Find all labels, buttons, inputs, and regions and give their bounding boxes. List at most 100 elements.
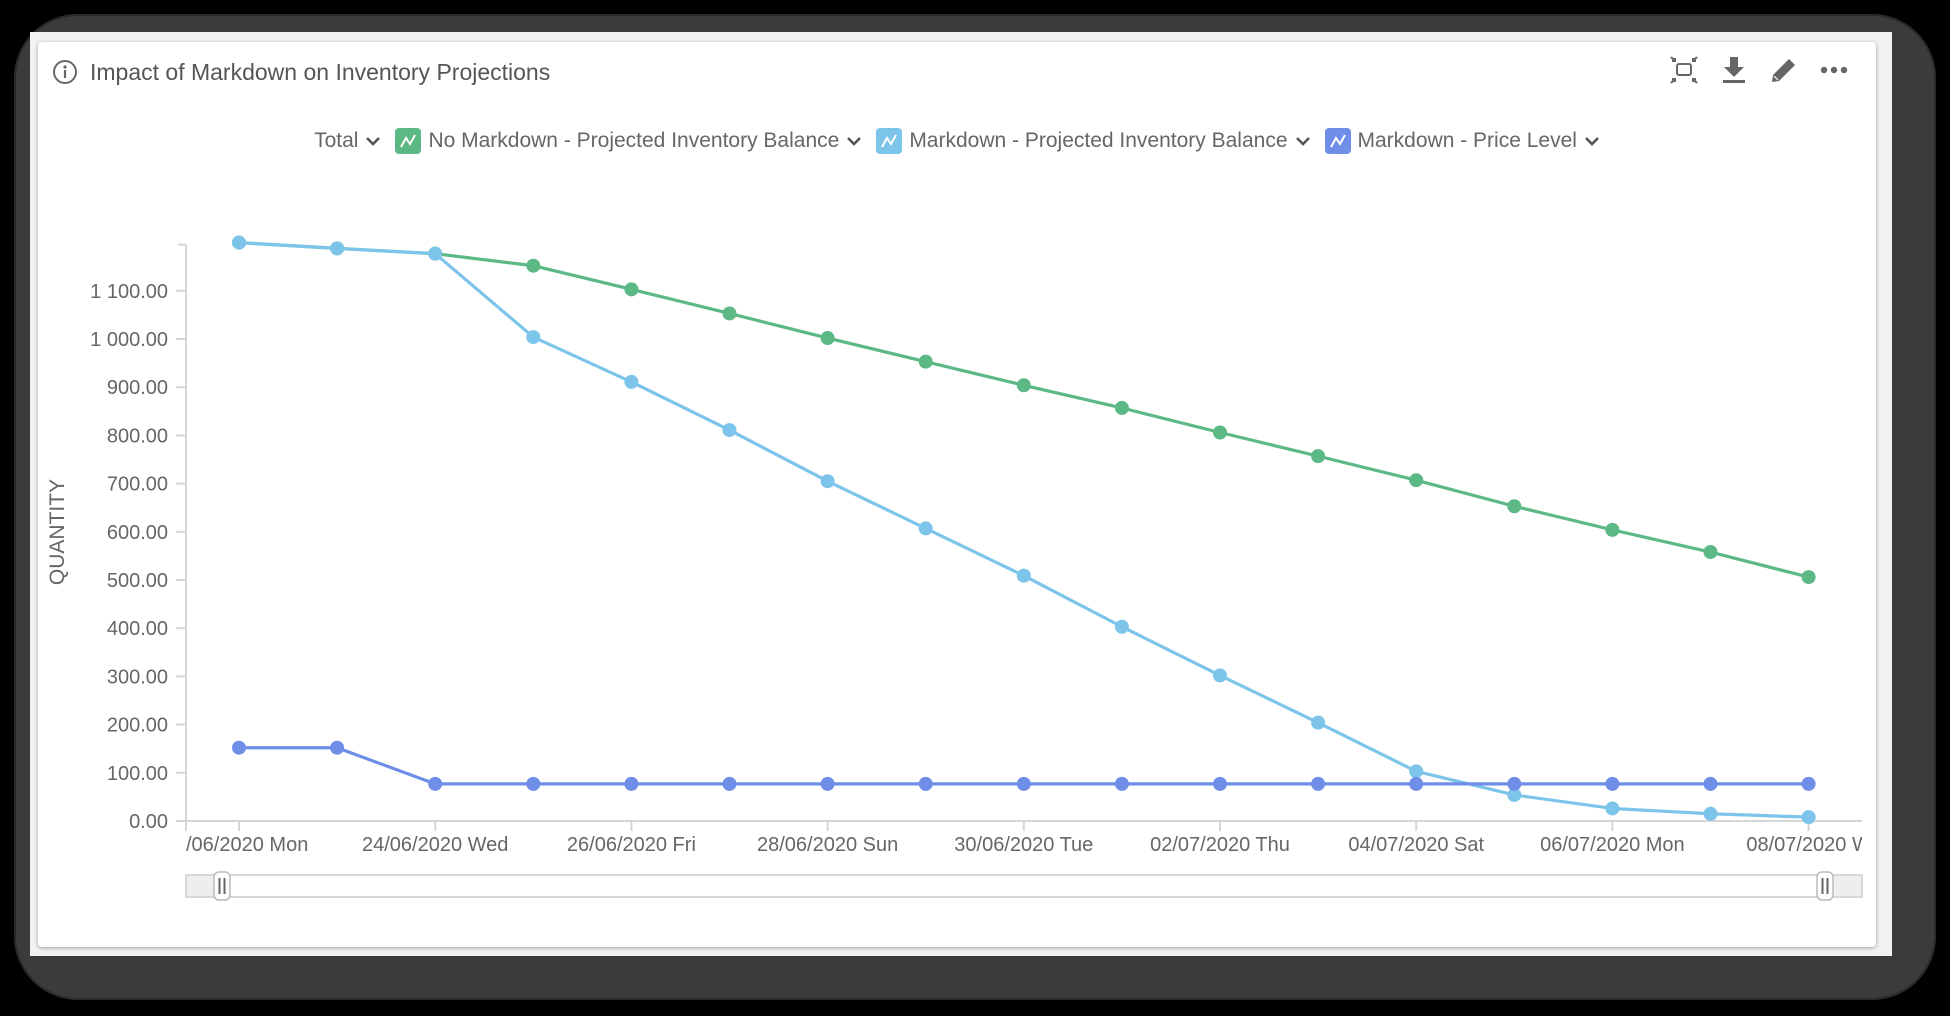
data-point[interactable] <box>1213 668 1227 683</box>
y-axis: 0.00 100.00 200.00 300.00 400.00 500.00 600.00… <box>90 243 187 833</box>
data-point[interactable] <box>526 776 541 791</box>
x-tick-label: 28/06/2020 Sun <box>757 834 898 856</box>
data-point[interactable] <box>1311 715 1326 730</box>
more-options-button[interactable] <box>1818 54 1850 86</box>
data-point[interactable] <box>722 423 737 438</box>
x-axis: /06/2020 Mon 24/06/2020 Wed 26/06/2020 Fri… <box>186 820 1862 856</box>
data-point[interactable] <box>1016 378 1031 393</box>
data-point[interactable] <box>1703 776 1718 791</box>
x-tick-label: 24/06/2020 Wed <box>362 834 508 856</box>
data-point[interactable] <box>1114 776 1129 791</box>
total-dropdown[interactable]: Total <box>314 129 381 153</box>
y-tick-label: 500.00 <box>107 570 168 592</box>
data-point[interactable] <box>1311 776 1326 791</box>
series-1 <box>232 235 1816 825</box>
data-point[interactable] <box>1114 619 1129 634</box>
data-point[interactable] <box>1213 425 1227 440</box>
data-point[interactable] <box>1703 545 1718 560</box>
y-tick-label: 200.00 <box>107 715 168 737</box>
card-title: Impact of Markdown on Inventory Projecti… <box>90 58 551 85</box>
slider-handle-right[interactable] <box>1816 871 1834 901</box>
y-tick-label: 1 000.00 <box>90 329 168 351</box>
data-point[interactable] <box>1507 499 1522 514</box>
x-tick-label: 30/06/2020 Tue <box>954 834 1093 856</box>
data-point[interactable] <box>918 521 933 536</box>
data-point[interactable] <box>1507 787 1522 802</box>
total-label: Total <box>314 129 359 152</box>
data-point[interactable] <box>1409 776 1424 791</box>
y-tick-label: 100.00 <box>107 763 168 785</box>
legend-label: Markdown - Projected Inventory Balance <box>909 129 1288 152</box>
data-point[interactable] <box>624 776 639 791</box>
edit-button[interactable] <box>1768 54 1800 86</box>
data-point[interactable] <box>1311 449 1326 464</box>
data-point[interactable] <box>428 776 443 791</box>
x-tick-label: /06/2020 Mon <box>186 834 308 856</box>
data-point[interactable] <box>1605 801 1620 816</box>
y-tick-label: 900.00 <box>107 377 168 399</box>
data-point[interactable] <box>624 374 639 389</box>
data-point[interactable] <box>820 474 835 489</box>
series-0 <box>232 235 1816 585</box>
data-point[interactable] <box>1605 776 1620 791</box>
data-point[interactable] <box>1016 776 1031 791</box>
data-point[interactable] <box>624 282 639 297</box>
line-chart: 0.00 100.00 200.00 300.00 400.00 500.00 600.00… <box>46 235 1863 901</box>
data-point[interactable] <box>330 740 345 755</box>
data-point[interactable] <box>1801 570 1816 585</box>
fullscreen-button[interactable] <box>1668 54 1700 86</box>
data-point[interactable] <box>722 306 737 321</box>
y-tick-label: 400.00 <box>107 618 168 640</box>
data-point[interactable] <box>526 330 541 345</box>
data-point[interactable] <box>232 235 246 250</box>
data-point[interactable] <box>1409 473 1424 488</box>
data-point[interactable] <box>722 776 737 791</box>
chart-card: Impact of Markdown on Inventory Projecti… <box>38 42 1876 947</box>
y-tick-label: 1 100.00 <box>90 281 168 303</box>
download-button[interactable] <box>1718 54 1750 86</box>
data-point[interactable] <box>1507 776 1522 791</box>
range-slider[interactable] <box>185 871 1863 901</box>
data-point[interactable] <box>1213 776 1227 791</box>
legend-item-markdown-inventory[interactable]: Markdown - Projected Inventory Balance <box>876 128 1310 154</box>
data-point[interactable] <box>820 776 835 791</box>
data-point[interactable] <box>526 258 541 273</box>
data-point[interactable] <box>1016 568 1031 583</box>
data-point[interactable] <box>330 241 345 256</box>
data-point[interactable] <box>820 331 835 346</box>
info-icon[interactable] <box>52 59 78 85</box>
slider-handle-left[interactable] <box>213 871 231 901</box>
more-icon <box>1820 66 1848 74</box>
legend-label: Markdown - Price Level <box>1357 129 1577 152</box>
data-point[interactable] <box>1114 400 1129 415</box>
data-point[interactable] <box>1409 764 1424 779</box>
chevron-down-icon <box>847 137 862 146</box>
x-tick-label: 26/06/2020 Fri <box>567 834 696 856</box>
data-point[interactable] <box>428 246 443 261</box>
line-chart-icon <box>395 128 422 154</box>
y-tick-label: 600.00 <box>107 522 168 544</box>
data-point[interactable] <box>918 776 933 791</box>
data-point[interactable] <box>1703 806 1718 821</box>
edit-icon <box>1772 56 1798 82</box>
legend-item-markdown-price-level[interactable]: Markdown - Price Level <box>1324 128 1600 154</box>
line-chart-icon <box>876 128 903 154</box>
legend-label: No Markdown - Projected Inventory Balanc… <box>428 129 840 152</box>
card-header: Impact of Markdown on Inventory Projecti… <box>52 54 550 90</box>
legend-item-no-markdown-inventory[interactable]: No Markdown - Projected Inventory Balanc… <box>395 128 862 154</box>
chevron-down-icon <box>1295 137 1310 146</box>
y-tick-label: 300.00 <box>107 666 168 688</box>
x-tick-label: 06/07/2020 Mon <box>1540 834 1685 856</box>
data-point[interactable] <box>1605 522 1620 537</box>
series-2 <box>232 740 1816 791</box>
line-chart-icon <box>1324 128 1351 154</box>
y-tick-label: 0.00 <box>129 811 168 833</box>
data-point[interactable] <box>918 354 933 369</box>
data-point[interactable] <box>1801 810 1816 825</box>
y-axis-label: QUANTITY <box>46 479 69 585</box>
y-tick-label: 800.00 <box>107 425 168 447</box>
download-icon <box>1723 57 1745 83</box>
data-point[interactable] <box>1801 776 1816 791</box>
data-point[interactable] <box>232 740 246 755</box>
fullscreen-icon <box>1670 56 1698 84</box>
